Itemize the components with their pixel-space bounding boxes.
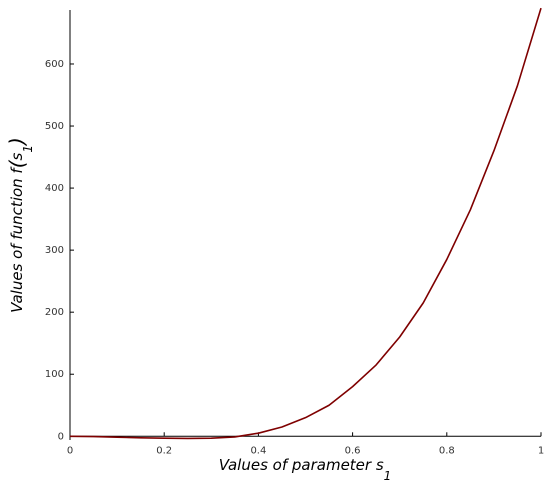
x-tick-label: 0.4 [250, 445, 266, 456]
x-axis-title-text: Values of parameter s [219, 456, 384, 474]
y-axis-title-var: s [8, 152, 26, 160]
x-tick-label: 1 [538, 445, 544, 456]
y-tick-label: 300 [45, 245, 64, 256]
x-tick-label: 0.8 [439, 445, 455, 456]
y-axis-title-close: ) [5, 137, 29, 147]
y-tick-label: 600 [45, 59, 64, 70]
y-tick-label: 500 [45, 121, 64, 132]
y-tick-label: 0 [58, 431, 64, 442]
y-tick-label: 200 [45, 307, 64, 318]
x-tick-label: 0 [67, 445, 73, 456]
y-axis-title: Values of function f(s1) [5, 137, 35, 313]
y-axis-title-text: Values of function f [8, 166, 26, 313]
line [69, 7, 542, 440]
x-tick-label: 0.2 [156, 445, 172, 456]
y-tick-label: 400 [45, 183, 64, 194]
y-axis-title-subscript: 1 [21, 145, 35, 153]
x-axis-title: Values of parameter s1 [219, 456, 392, 483]
y-tick-label: 100 [45, 369, 64, 380]
y-axis-title-open: ( [5, 159, 29, 168]
x-axis-title-subscript: 1 [384, 469, 392, 483]
x-tick-label: 0.6 [345, 445, 361, 456]
